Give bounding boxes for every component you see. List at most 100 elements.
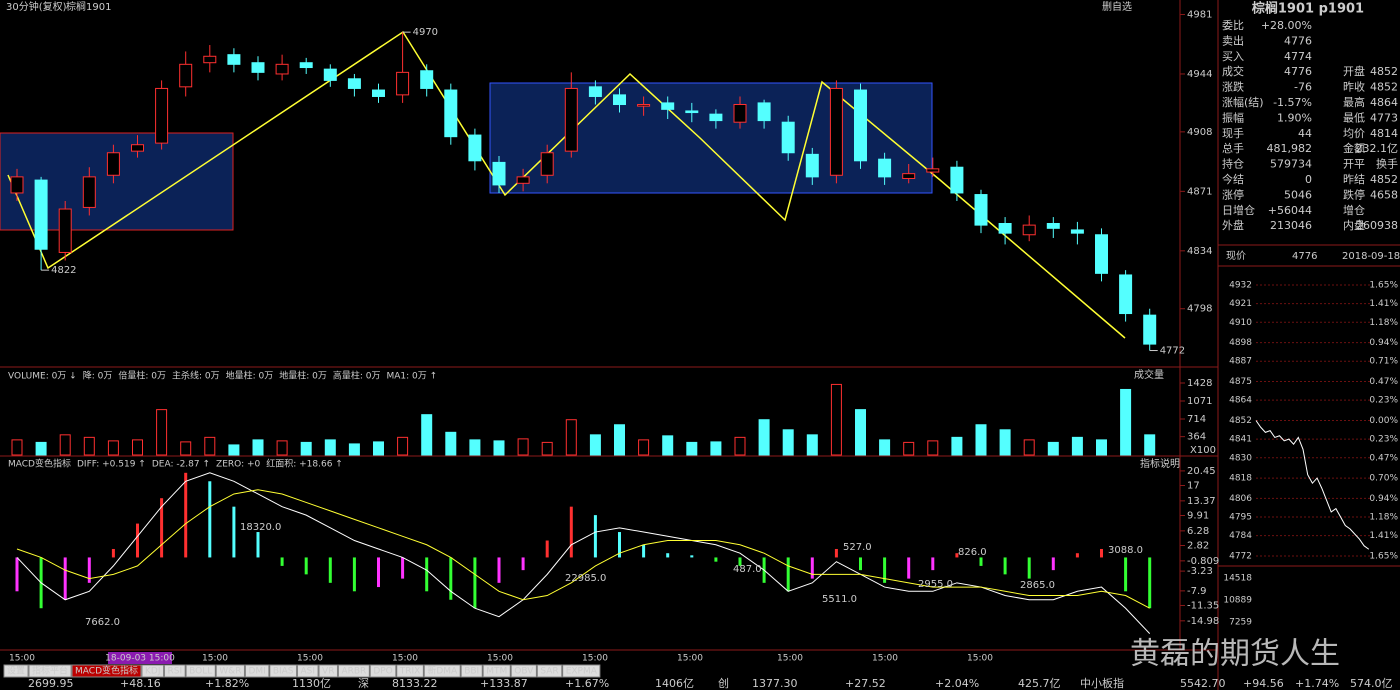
tab-label[interactable]: DMI [248,667,265,677]
tab[interactable] [536,664,563,678]
status-item: 8133.22 [392,677,438,690]
tab[interactable] [185,664,216,678]
tab[interactable] [510,664,537,678]
pct-label: 1.41% [1369,299,1398,309]
macd-label: 18320.0 [240,522,281,533]
tab[interactable] [71,664,142,678]
tab[interactable] [244,664,270,678]
volume-bar [276,440,288,456]
tab[interactable] [215,664,245,678]
macd-bar [352,557,356,592]
tab[interactable] [269,664,298,678]
candle-body [564,87,578,152]
candle-body [323,68,337,81]
intraday-price: 4776 [1292,251,1317,262]
y-tick-label: 4806 [1229,494,1252,504]
tab[interactable] [396,664,424,678]
tab[interactable] [164,664,186,678]
tab-label[interactable]: MTM [486,667,507,677]
symbol: 棕榈1901 [66,0,111,13]
volume-button[interactable]: 成交量 [1134,368,1164,381]
candle-body [10,176,24,194]
macd-bar [642,544,646,558]
quote-value: 0 [1305,173,1312,186]
x-tick-label: 15:00 [202,654,228,664]
y-tick-label: 4871 [1187,186,1212,197]
tab[interactable] [28,664,72,678]
candle-body [854,89,867,162]
volume-bar [228,444,240,456]
tab-label[interactable]: ARBR [341,667,366,677]
y-tick-label: 4795 [1229,513,1252,523]
volume-bar [782,429,794,456]
status-item: 2699.95 [28,677,74,690]
tab-label[interactable]: KDJ [145,667,161,677]
y-tick-label: 4772 [1229,552,1252,562]
tab[interactable] [460,664,483,678]
volume-legend: 主杀线: 0万 [172,370,220,382]
tab-label[interactable]: BIAS [273,667,294,677]
tab-label[interactable]: RSI [168,667,183,677]
y-tick-label: -11.35 [1187,600,1219,611]
tab-label[interactable]: BOLL [189,667,212,677]
quote-value: 4658 [1370,188,1398,201]
candle-body [1046,223,1060,229]
tab-label[interactable]: 指标平台 [32,665,68,677]
y-tick-label: 2.82 [1187,541,1209,552]
tab-label[interactable]: 新DMA [427,665,458,677]
tab-label[interactable]: BBI [464,667,479,677]
period: 30分钟(复权) [6,0,67,13]
tab-label[interactable]: EXPMA [566,667,598,677]
tab[interactable] [423,664,461,678]
macd-bar [63,557,67,600]
tab[interactable] [369,664,397,678]
volume-bar [806,434,818,456]
pct-label: 0.71% [1369,357,1398,367]
tab[interactable] [141,664,165,678]
tab[interactable] [3,664,29,678]
y-tick-label: 1071 [1187,396,1212,407]
volume-bar [1096,439,1107,456]
tab[interactable] [562,664,601,678]
quote-label: 总手 [1222,141,1244,155]
status-item: 深 [358,677,369,690]
tab[interactable] [297,664,319,678]
status-item: 1377.30 [752,677,798,690]
volume-bar [397,436,409,456]
macd-bar [521,557,525,571]
fav-button[interactable]: 删自选 [1102,0,1132,13]
macd-bar [955,553,959,558]
candle-body [1095,234,1108,274]
candle-body [829,87,843,176]
tab-label[interactable]: SAR [540,667,558,677]
quote-value: -1.57% [1273,96,1312,109]
tab-label[interactable]: W&R [219,667,241,677]
candle-body [1022,224,1036,236]
tab-label[interactable]: ASI [301,667,316,677]
tab-label[interactable]: 设置 [7,666,25,677]
volume-bar [204,436,216,456]
quote-value: +56044 [1268,204,1312,217]
tab-label[interactable]: MACD变色指标 [75,665,138,677]
tab-label[interactable]: TRIX [399,667,421,677]
macd-bar [618,532,621,558]
tab-label[interactable]: DPO [373,667,392,677]
macd-button[interactable]: 指标说明 [1140,457,1180,470]
volume-bar [830,383,842,456]
tab-label[interactable]: VR [322,667,334,677]
volume-bar [734,436,746,456]
y-tick-label: 4841 [1229,435,1252,445]
tab[interactable] [482,664,511,678]
macd-bar [473,557,477,609]
tab-label[interactable]: OBV [514,667,534,677]
candle-body [998,223,1012,234]
macd-bar [1148,557,1152,609]
tab[interactable] [318,664,338,678]
quote-label: 日增仓 [1222,203,1255,217]
annotation: 4970 [413,27,438,38]
macd-bar [1075,553,1079,558]
candle-body [878,158,892,178]
tab[interactable] [337,664,370,678]
macd-bar [184,472,188,558]
y-tick-label: 4798 [1187,304,1212,315]
